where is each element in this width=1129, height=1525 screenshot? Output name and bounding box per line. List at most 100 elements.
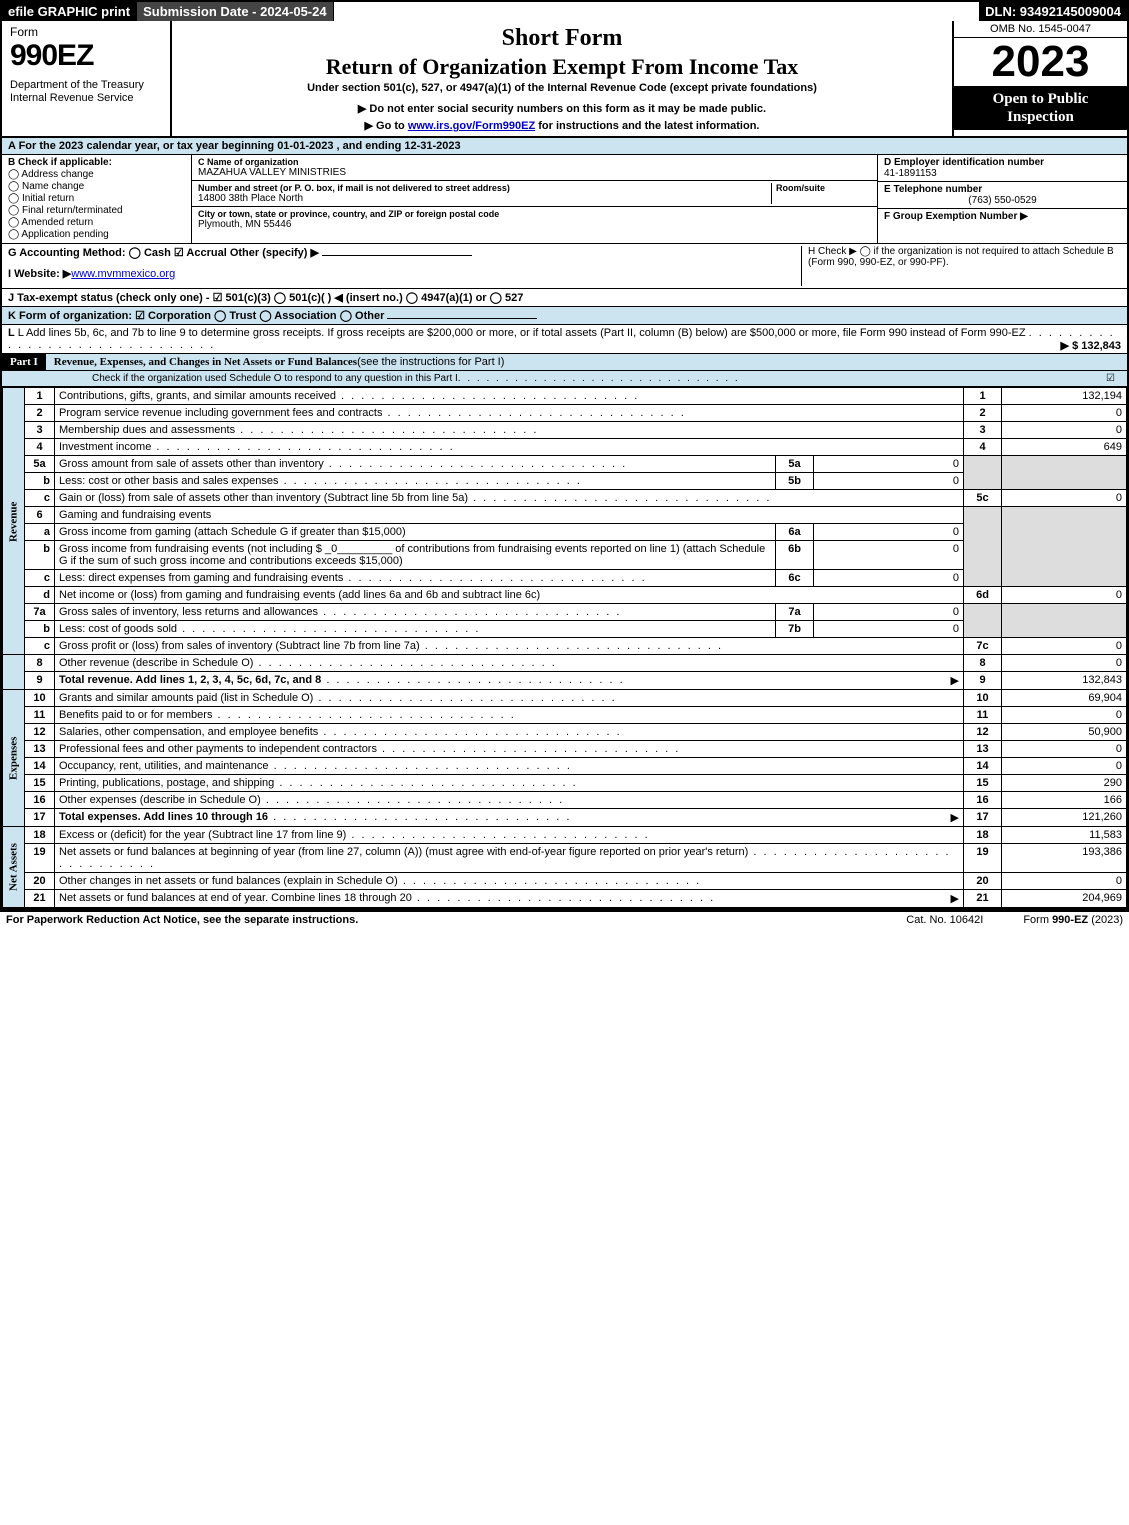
f-label: F Group Exemption Number ▶ [884, 211, 1121, 222]
line-19-num: 19 [25, 844, 55, 873]
line-5a-num: 5a [25, 456, 55, 473]
line-16-desc: Other expenses (describe in Schedule O) [55, 792, 964, 809]
line-15-desc: Printing, publications, postage, and shi… [55, 775, 964, 792]
shade-7ab-amt [1002, 604, 1127, 638]
line-10-desc: Grants and similar amounts paid (list in… [55, 690, 964, 707]
line-6-num: 6 [25, 507, 55, 524]
line-18-amt: 11,583 [1002, 827, 1127, 844]
line-7c-num: c [25, 638, 55, 655]
line-7a-ib: 7a [776, 604, 814, 621]
line-18-box: 18 [964, 827, 1002, 844]
footer: For Paperwork Reduction Act Notice, see … [0, 910, 1129, 928]
header-left: Form 990EZ Department of the Treasury In… [2, 21, 172, 136]
omb-number: OMB No. 1545-0047 [954, 21, 1127, 38]
line-6-desc: Gaming and fundraising events [55, 507, 964, 524]
line-3-num: 3 [25, 422, 55, 439]
line-16-box: 16 [964, 792, 1002, 809]
line-5c-amt: 0 [1002, 490, 1127, 507]
side-revenue: Revenue [3, 388, 25, 655]
org-name-row: C Name of organization MAZAHUA VALLEY MI… [192, 155, 877, 181]
line-13-desc: Professional fees and other payments to … [55, 741, 964, 758]
header-mid: Short Form Return of Organization Exempt… [172, 21, 952, 136]
chk-name-change: ◯ Name change [8, 181, 185, 192]
line-5a-ib: 5a [776, 456, 814, 473]
schedule-o-checkbox: ☑ [1106, 373, 1115, 384]
line-6a-ib: 6a [776, 524, 814, 541]
line-6d-amt: 0 [1002, 587, 1127, 604]
footer-catno: Cat. No. 10642I [906, 914, 983, 926]
chk-amended-return: ◯ Amended return [8, 217, 185, 228]
line-7b-num: b [25, 621, 55, 638]
line-7b-desc: Less: cost of goods sold [55, 621, 776, 638]
c-city-label: City or town, state or province, country… [198, 209, 871, 219]
line-6c-ib: 6c [776, 570, 814, 587]
row-g-h: G Accounting Method: ◯ Cash ☑ Accrual Ot… [2, 244, 1127, 289]
e-label: E Telephone number [884, 184, 1121, 195]
line-19-amt: 193,386 [1002, 844, 1127, 873]
form-number: 990EZ [10, 39, 162, 73]
goto-link[interactable]: www.irs.gov/Form990EZ [408, 120, 535, 132]
line-16-amt: 166 [1002, 792, 1127, 809]
side-expenses: Expenses [3, 690, 25, 827]
line-1-num: 1 [25, 388, 55, 405]
open-to-public: Open to Public Inspection [954, 86, 1127, 130]
line-14-amt: 0 [1002, 758, 1127, 775]
line-12-desc: Salaries, other compensation, and employ… [55, 724, 964, 741]
line-20-desc: Other changes in net assets or fund bala… [55, 873, 964, 890]
line-6c-ia: 0 [814, 570, 964, 587]
line-21-box: 21 [964, 890, 1002, 908]
part1-check-row: Check if the organization used Schedule … [2, 371, 1127, 387]
under-section: Under section 501(c), 527, or 4947(a)(1)… [180, 82, 944, 94]
line-16-num: 16 [25, 792, 55, 809]
line-6b-desc: Gross income from fundraising events (no… [55, 541, 776, 570]
line-7a-ia: 0 [814, 604, 964, 621]
goto-post: for instructions and the latest informat… [535, 120, 759, 132]
line-5b-ib: 5b [776, 473, 814, 490]
h-check: H Check ▶ ◯ if the organization is not r… [801, 246, 1121, 286]
line-8-amt: 0 [1002, 655, 1127, 672]
line-4-desc: Investment income [55, 439, 964, 456]
g-accounting: G Accounting Method: ◯ Cash ☑ Accrual Ot… [8, 246, 801, 286]
tax-year: 2023 [954, 38, 1127, 86]
org-address: 14800 38th Place North [198, 193, 771, 204]
line-3-desc: Membership dues and assessments [55, 422, 964, 439]
website-link[interactable]: www.mvmmexico.org [71, 268, 175, 280]
l-amount: ▶ $ 132,843 [1061, 339, 1121, 352]
line-18-num: 18 [25, 827, 55, 844]
group-exemption-row: F Group Exemption Number ▶ [878, 209, 1127, 243]
short-form-title: Short Form [180, 25, 944, 52]
line-5b-ia: 0 [814, 473, 964, 490]
line-21-amt: 204,969 [1002, 890, 1127, 908]
line-21-desc: Net assets or fund balances at end of ye… [55, 890, 964, 908]
line-6b-ia: 0 [814, 541, 964, 570]
shade-5ab-amt [1002, 456, 1127, 490]
line-14-num: 14 [25, 758, 55, 775]
ein-value: 41-1891153 [884, 168, 1121, 179]
line-9-box: 9 [964, 672, 1002, 690]
line-9-amt: 132,843 [1002, 672, 1127, 690]
phone-row: E Telephone number (763) 550-0529 [878, 182, 1127, 209]
org-city: Plymouth, MN 55446 [198, 219, 871, 230]
col-b: B Check if applicable: ◯ Address change … [2, 155, 192, 243]
line-1-amt: 132,194 [1002, 388, 1127, 405]
line-13-amt: 0 [1002, 741, 1127, 758]
line-5a-desc: Gross amount from sale of assets other t… [55, 456, 776, 473]
part1-sub: (see the instructions for Part I) [357, 356, 504, 368]
d-label: D Employer identification number [884, 157, 1121, 168]
line-15-amt: 290 [1002, 775, 1127, 792]
line-17-num: 17 [25, 809, 55, 827]
line-7a-num: 7a [25, 604, 55, 621]
phone-value: (763) 550-0529 [884, 195, 1121, 206]
line-5a-ia: 0 [814, 456, 964, 473]
form-990ez-page: efile GRAPHIC print Submission Date - 20… [0, 0, 1129, 910]
topbar: efile GRAPHIC print Submission Date - 20… [2, 2, 1127, 21]
line-5b-num: b [25, 473, 55, 490]
goto-pre: ▶ Go to [365, 120, 408, 132]
org-address-row: Number and street (or P. O. box, if mail… [192, 181, 877, 207]
line-17-amt: 121,260 [1002, 809, 1127, 827]
footer-right: Form 990-EZ (2023) [1023, 914, 1123, 926]
dept-label: Department of the Treasury Internal Reve… [10, 79, 162, 105]
line-8-box: 8 [964, 655, 1002, 672]
line-1-desc: Contributions, gifts, grants, and simila… [55, 388, 964, 405]
line-6a-ia: 0 [814, 524, 964, 541]
